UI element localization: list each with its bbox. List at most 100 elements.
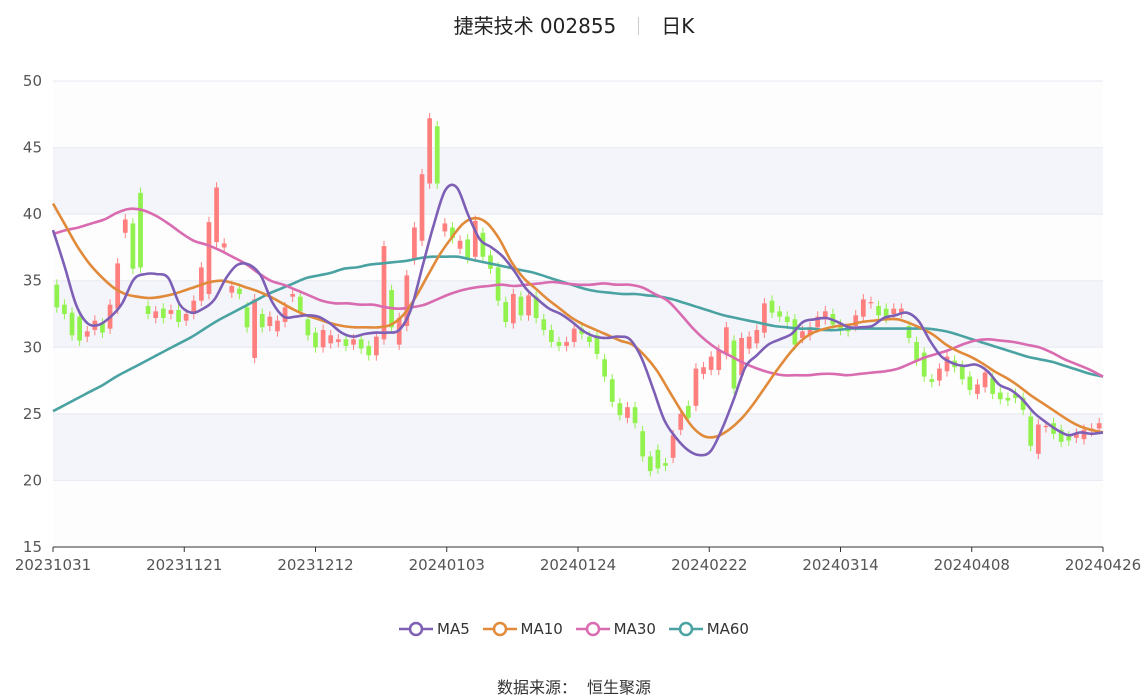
x-tick-label: 20240314 (802, 556, 878, 574)
ma60-line (52, 255, 1104, 413)
candle-body (822, 311, 828, 320)
x-tick-label: 20231121 (146, 556, 222, 574)
x-tick-label: 20240222 (671, 556, 747, 574)
candle-up (221, 238, 227, 253)
candle-body (609, 379, 615, 402)
candle-body (122, 219, 128, 233)
candle-down (62, 299, 67, 320)
y-tick-label: 45 (23, 139, 42, 157)
candle-up (762, 298, 767, 338)
background-band (53, 347, 1103, 414)
candle-body (571, 328, 577, 342)
candle-down (617, 397, 623, 421)
source-label: 数据来源： (496, 678, 577, 697)
candle-body (153, 311, 159, 318)
y-tick-label: 30 (23, 338, 42, 356)
candle-up (625, 401, 630, 424)
candle-body (549, 329, 554, 342)
candle-up (1035, 419, 1041, 460)
candle-down (769, 295, 775, 318)
candle-body (876, 306, 881, 316)
candle-body (678, 413, 684, 430)
candle-down (777, 306, 782, 322)
source-value: 恒生聚源 (587, 678, 652, 697)
candle-body (1013, 393, 1018, 398)
candle-body (221, 243, 227, 248)
candle-down (609, 373, 615, 408)
candle-up (320, 324, 326, 353)
candle-up (115, 258, 121, 314)
candle-down (647, 451, 653, 477)
candle-body (594, 335, 600, 354)
candle-body (77, 316, 82, 341)
candle-body (54, 284, 60, 308)
legend-item-ma10[interactable]: MA10 (482, 620, 563, 638)
candle-up (678, 408, 684, 436)
candle-body (282, 307, 288, 322)
legend-item-ma5[interactable]: MA5 (399, 620, 470, 638)
candle-up (472, 215, 478, 263)
candle-up (214, 182, 219, 248)
candle-up (335, 333, 341, 348)
candle-body (320, 329, 326, 348)
candle-body (229, 286, 235, 293)
candle-up (252, 294, 257, 364)
gridlines (53, 80, 1103, 548)
candle-body (625, 407, 630, 418)
candle-down (541, 314, 547, 336)
candle-down (358, 333, 364, 354)
candle-body (1028, 416, 1034, 446)
ma-lines (51, 183, 1104, 457)
candle-down (655, 444, 661, 474)
candle-body (1066, 436, 1072, 441)
candle-body (541, 319, 547, 330)
candle-body (853, 315, 859, 326)
candle-body (1035, 424, 1041, 454)
candle-body (442, 223, 448, 232)
candle-body (335, 339, 341, 342)
candle-body (374, 336, 379, 356)
legend-item-ma30[interactable]: MA30 (575, 620, 656, 638)
candle-body (838, 324, 843, 330)
candle-down (434, 120, 440, 189)
candle-up (739, 332, 744, 381)
candle-body (670, 435, 676, 458)
candle-body (138, 192, 143, 268)
candle-body (1058, 429, 1064, 442)
candle-down (488, 250, 493, 275)
candles (54, 112, 1102, 477)
candle-body (510, 294, 516, 324)
candle-down (632, 401, 638, 429)
candle-body (746, 336, 752, 349)
candle-down (549, 324, 554, 348)
ma5-line (51, 183, 1104, 457)
candle-up (868, 296, 874, 309)
candle-body (975, 384, 980, 394)
candle-body (800, 331, 805, 338)
candle-up (807, 321, 813, 341)
y-tick-label: 25 (23, 405, 42, 423)
candle-body (214, 187, 219, 243)
candle-body (1096, 423, 1102, 429)
candle-down (784, 311, 790, 328)
candle-down (138, 187, 143, 273)
candle-down (602, 353, 607, 382)
x-tick-label: 20240408 (934, 556, 1010, 574)
candle-body (944, 356, 950, 372)
candle-up (374, 331, 379, 361)
candle-up (1074, 428, 1079, 444)
background-band (53, 480, 1103, 547)
legend-item-ma60[interactable]: MA60 (668, 620, 749, 638)
candle-body (290, 294, 296, 297)
candle-body (115, 263, 121, 309)
ma10-line (51, 202, 1104, 439)
ma60-legend-icon (668, 621, 703, 637)
candle-body (967, 376, 973, 390)
candle-body (176, 310, 181, 322)
candle-down (343, 333, 349, 352)
candle-body (244, 307, 250, 328)
candle-down (450, 222, 455, 244)
candle-up (822, 306, 828, 325)
candle-body (259, 314, 265, 328)
y-tick-label: 35 (23, 272, 42, 290)
